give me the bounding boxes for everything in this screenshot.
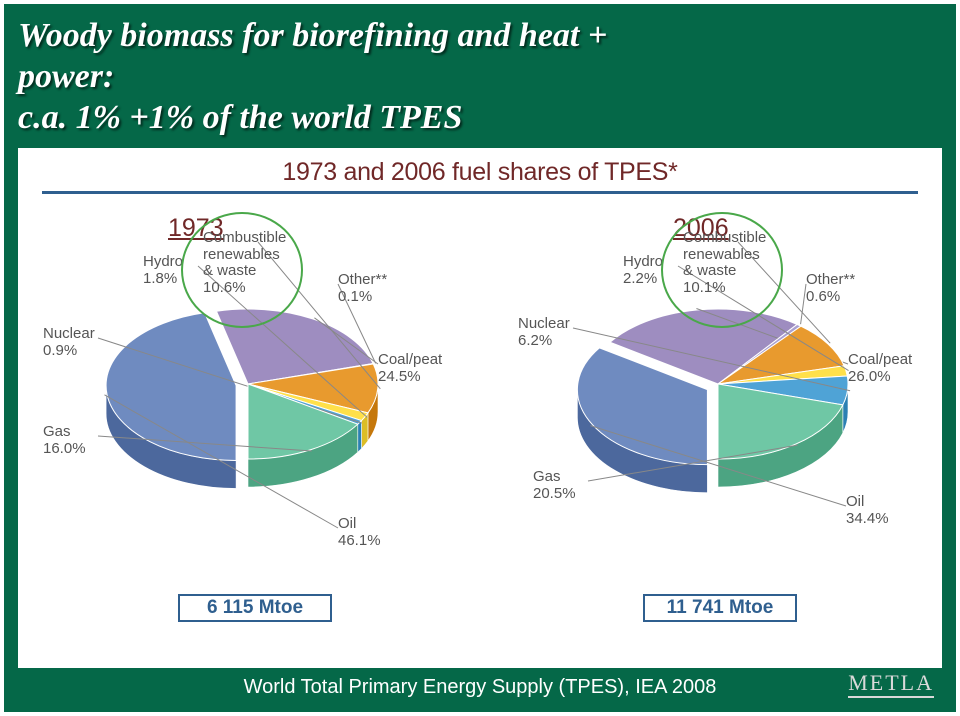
chart-card: 1973 and 2006 fuel shares of TPES* 1973O… bbox=[18, 148, 942, 668]
pie-2006: 2006Oil34.4%Coal/peat26.0%Other**0.6%Com… bbox=[508, 194, 948, 554]
pie-pair: 1973Oil46.1%Coal/peat24.5%Other**0.1%Com… bbox=[18, 194, 942, 624]
label-coal: Coal/peat24.5% bbox=[378, 352, 442, 385]
label-hydro: Hydro1.8% bbox=[143, 254, 183, 287]
pie-1973: 1973Oil46.1%Coal/peat24.5%Other**0.1%Com… bbox=[38, 194, 478, 554]
highlight-circle bbox=[181, 212, 303, 328]
slide-title: Woody biomass for biorefining and heat +… bbox=[18, 16, 942, 138]
highlight-circle bbox=[661, 212, 783, 328]
metla-logo: METLA bbox=[848, 670, 934, 698]
label-other: Other**0.1% bbox=[338, 272, 387, 305]
label-oil: Oil46.1% bbox=[338, 516, 381, 549]
title-line3: c.a. 1% +1% of the world TPES bbox=[18, 98, 942, 139]
label-coal: Coal/peat26.0% bbox=[848, 352, 912, 385]
total-box-right: 11 741 Mtoe bbox=[643, 594, 797, 622]
label-nuclear: Nuclear6.2% bbox=[518, 316, 570, 349]
title-line2: power: bbox=[18, 57, 942, 98]
slide: Woody biomass for biorefining and heat +… bbox=[0, 0, 960, 716]
label-nuclear: Nuclear0.9% bbox=[43, 326, 95, 359]
label-oil: Oil34.4% bbox=[846, 494, 889, 527]
footer-text: World Total Primary Energy Supply (TPES)… bbox=[18, 676, 942, 699]
label-gas: Gas20.5% bbox=[533, 469, 576, 502]
label-hydro: Hydro2.2% bbox=[623, 254, 663, 287]
chart-heading: 1973 and 2006 fuel shares of TPES* bbox=[18, 148, 942, 187]
title-line1: Woody biomass for biorefining and heat + bbox=[18, 16, 942, 57]
label-gas: Gas16.0% bbox=[43, 424, 86, 457]
total-box-left: 6 115 Mtoe bbox=[178, 594, 332, 622]
label-other: Other**0.6% bbox=[806, 272, 855, 305]
